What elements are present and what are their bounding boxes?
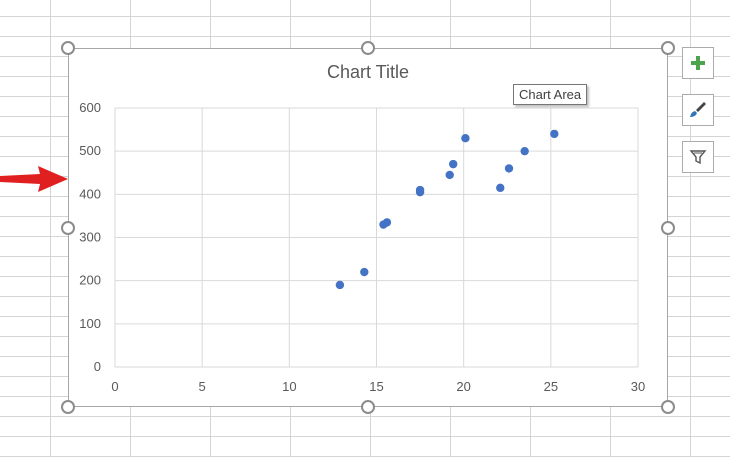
x-tick-label: 5 [199, 379, 206, 394]
y-tick-label: 300 [79, 230, 101, 245]
x-tick-label: 0 [111, 379, 118, 394]
chart-filters-button[interactable] [682, 141, 714, 173]
data-point[interactable] [382, 218, 392, 227]
resize-handle-bottom-right[interactable] [661, 400, 675, 414]
resize-handle-bottom-left[interactable] [61, 400, 75, 414]
resize-handle-top-right[interactable] [661, 41, 675, 55]
resize-handle-top-left[interactable] [61, 41, 75, 55]
gridlines [114, 107, 639, 368]
resize-handle-middle-right[interactable] [661, 221, 675, 235]
data-point[interactable] [335, 280, 345, 290]
funnel-icon [689, 150, 707, 165]
y-tick-label: 0 [94, 359, 101, 374]
data-point[interactable] [415, 185, 425, 195]
resize-handle-bottom-center[interactable] [361, 400, 375, 414]
x-axis-labels: 0 5 10 15 20 25 30 [111, 379, 645, 394]
resize-handle-middle-left[interactable] [61, 221, 75, 235]
paintbrush-icon [690, 102, 706, 117]
y-tick-label: 600 [79, 100, 101, 115]
plus-icon [691, 56, 705, 70]
y-tick-label: 100 [79, 316, 101, 331]
red-arrow-icon [0, 166, 68, 192]
x-tick-label: 20 [456, 379, 470, 394]
x-tick-label: 30 [631, 379, 645, 394]
y-tick-label: 200 [79, 273, 101, 288]
chart-title[interactable]: Chart Title [326, 62, 410, 82]
chart-area-tooltip: Chart Area [513, 84, 588, 105]
data-point[interactable] [550, 129, 559, 139]
y-tick-label: 500 [79, 143, 101, 158]
chart-styles-button[interactable] [682, 94, 714, 126]
data-series[interactable] [335, 129, 559, 290]
resize-handle-top-center[interactable] [361, 41, 375, 55]
x-tick-label: 15 [369, 379, 383, 394]
data-point[interactable] [520, 146, 529, 156]
data-point[interactable] [461, 134, 470, 143]
data-point[interactable] [445, 170, 454, 180]
data-point[interactable] [496, 183, 505, 193]
y-tick-label: 400 [79, 186, 101, 201]
data-point[interactable] [449, 159, 458, 169]
x-tick-label: 25 [544, 379, 558, 394]
chart-elements-button[interactable] [682, 47, 714, 79]
data-point[interactable] [504, 164, 514, 173]
data-point[interactable] [360, 267, 369, 277]
y-axis-labels: 0 100 200 300 400 500 600 [79, 100, 101, 374]
x-tick-label: 10 [282, 379, 296, 394]
